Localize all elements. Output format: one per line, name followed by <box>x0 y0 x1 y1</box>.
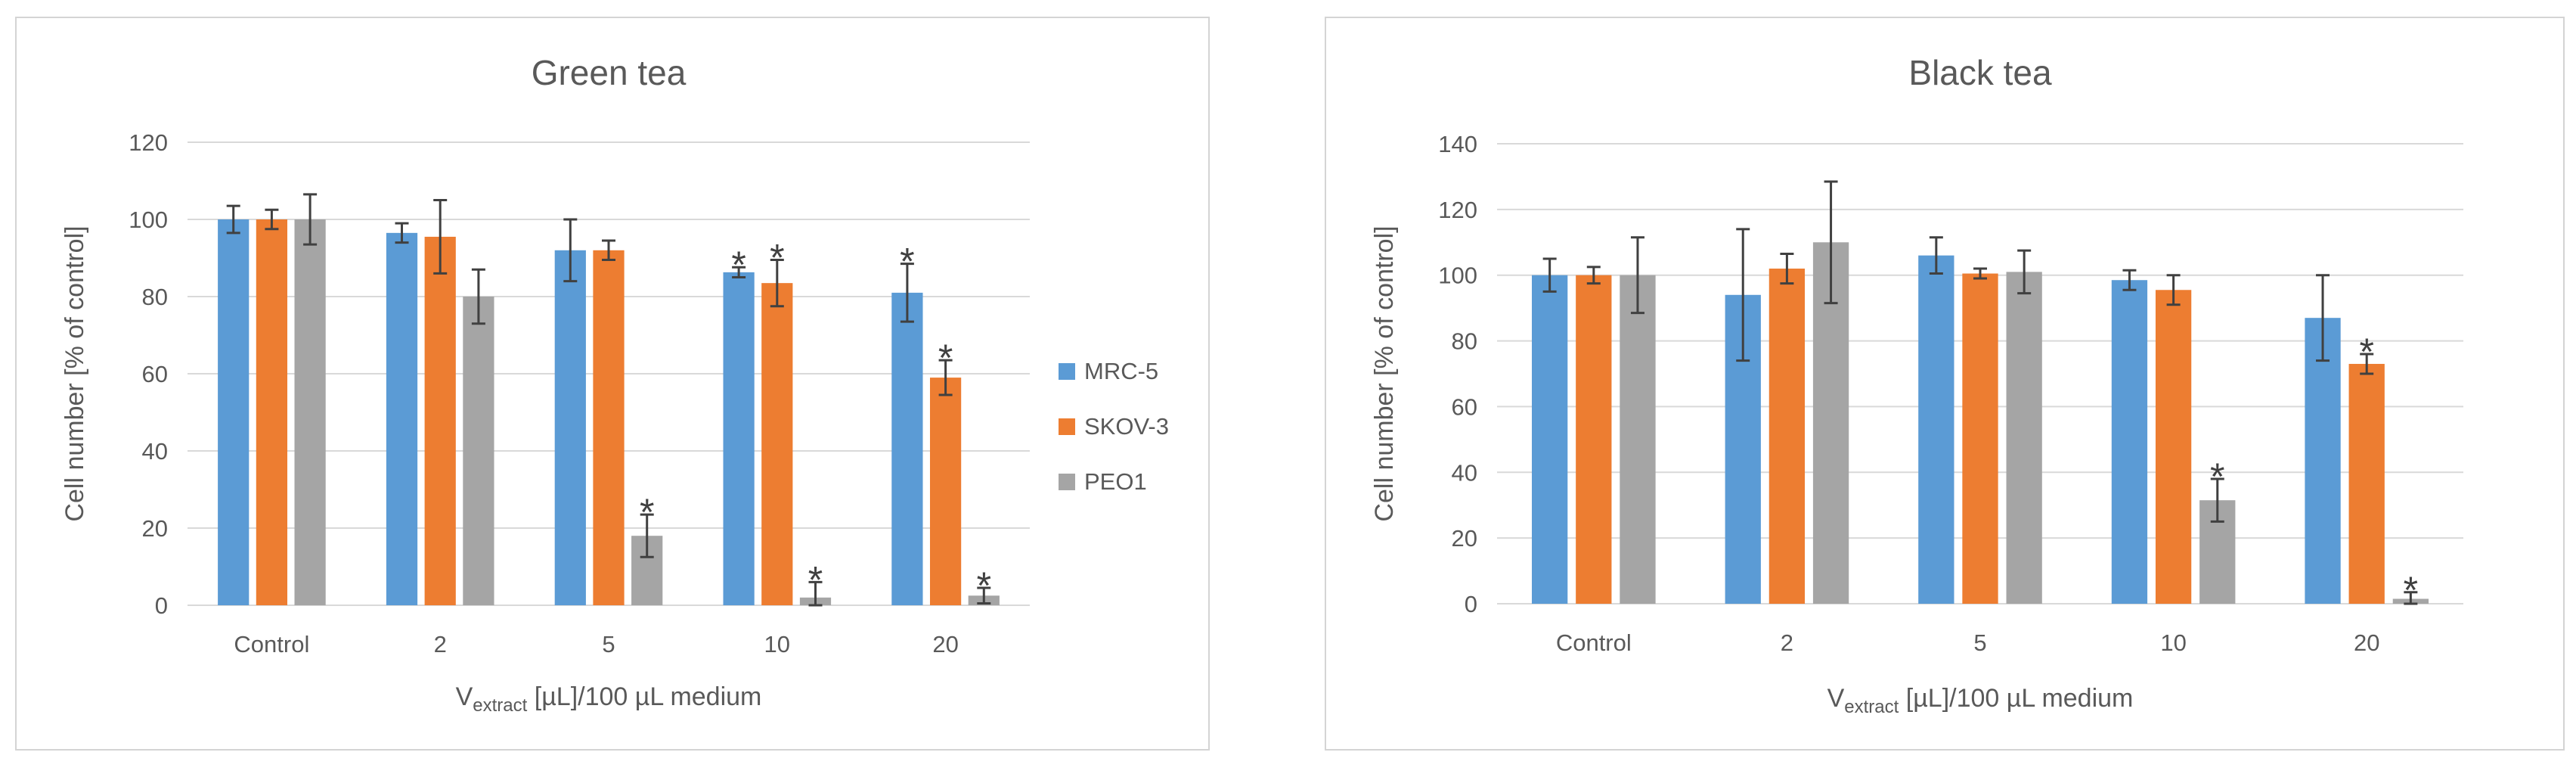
y-tick-label: 100 <box>129 207 168 233</box>
x-tick-label: 2 <box>434 631 447 657</box>
green-tea-chart: Green tea 0 20 40 60 80 100 120 Cell number [% o… <box>60 53 1169 716</box>
chart-title: Green tea <box>532 53 687 92</box>
x-axis-title: Vextract [µL]/100 µL medium <box>1827 684 2134 717</box>
x-axis-title-rest: [µL]/100 µL medium <box>527 682 761 711</box>
significance-star: * <box>770 237 784 279</box>
bar-mrc-5-control <box>1531 275 1568 604</box>
significance-star: * <box>900 241 914 283</box>
bar-skov-3-2 <box>1768 269 1806 604</box>
y-tick-label: 0 <box>1465 591 1477 617</box>
chart-panel-green-tea: Green tea 0 20 40 60 80 100 120 Cell number [% o… <box>15 17 1210 751</box>
bar-mrc-5-5 <box>1918 255 1954 604</box>
bar-skov-3-10 <box>2155 290 2192 604</box>
y-axis-title: Cell number [% of control] <box>60 225 89 521</box>
bar-skov-3-2 <box>424 236 456 605</box>
x-axis-title-main: V <box>456 682 473 711</box>
y-tick-label: 60 <box>142 361 168 387</box>
bar-peo1-2 <box>463 297 494 605</box>
y-tick-label: 20 <box>142 515 168 542</box>
bar-peo1-control <box>1620 275 1656 604</box>
y-tick-label: 40 <box>1452 459 1477 486</box>
bar-peo1-control <box>294 219 326 605</box>
bar-skov-3-control <box>1576 275 1612 604</box>
y-tick-label: 20 <box>1452 525 1477 552</box>
x-axis-title-subscript: extract <box>1844 697 1899 717</box>
legend-swatch-mrc-5 <box>1059 363 1075 380</box>
significance-star: * <box>808 558 823 601</box>
bar-skov-3-5 <box>1962 273 1998 604</box>
significance-star: * <box>2210 455 2224 498</box>
significance-star: * <box>2359 331 2373 373</box>
x-tick-label: 5 <box>1973 629 1986 656</box>
bar-skov-3-20 <box>929 378 962 605</box>
significance-star: * <box>640 491 654 533</box>
y-tick-label: 80 <box>142 284 168 310</box>
legend-swatch-peo1 <box>1059 474 1075 490</box>
bar-mrc-5-10 <box>723 272 755 605</box>
legend-swatch-skov-3 <box>1059 418 1075 435</box>
significance-star: * <box>731 244 746 286</box>
bar-mrc-5-control <box>218 219 250 605</box>
chart-panel-black-tea: Black tea 0 20 40 60 80 100 120 140 Cell number [… <box>1325 17 2565 751</box>
bar-mrc-5-10 <box>2111 280 2148 604</box>
chart-title: Black tea <box>1908 53 2052 92</box>
bar-mrc-5-20 <box>2305 318 2341 604</box>
bar-skov-3-10 <box>761 283 793 605</box>
y-tick-label: 120 <box>129 129 168 156</box>
x-tick-label: Control <box>1556 629 1632 656</box>
bar-skov-3-5 <box>593 250 625 605</box>
significance-star: * <box>977 564 991 607</box>
bar-skov-3-control <box>256 219 288 605</box>
x-tick-label: 20 <box>2354 629 2379 656</box>
x-tick-label: 10 <box>764 631 790 657</box>
y-tick-label: 140 <box>1438 131 1477 157</box>
black-tea-chart: Black tea 0 20 40 60 80 100 120 140 Cell number [… <box>1370 53 2463 717</box>
x-axis-title-subscript: extract <box>473 695 527 716</box>
legend-label-mrc-5: MRC-5 <box>1084 358 1158 384</box>
significance-star: * <box>938 337 953 379</box>
legend-label-skov-3: SKOV-3 <box>1084 413 1169 440</box>
y-tick-label: 0 <box>155 592 168 619</box>
bar-mrc-5-20 <box>891 292 923 605</box>
x-tick-label: 20 <box>932 631 958 657</box>
y-tick-label: 40 <box>142 438 168 465</box>
x-tick-label: 5 <box>602 631 615 657</box>
x-tick-label: 10 <box>2160 629 2186 656</box>
legend-label-peo1: PEO1 <box>1084 468 1147 495</box>
y-tick-label: 80 <box>1452 328 1477 355</box>
bar-skov-3-20 <box>2348 363 2385 604</box>
y-tick-label: 120 <box>1438 197 1477 223</box>
x-tick-label: Control <box>234 631 309 657</box>
significance-star: * <box>2404 569 2418 611</box>
x-axis-title-main: V <box>1827 684 1845 713</box>
y-tick-label: 60 <box>1452 393 1477 420</box>
bar-mrc-5-5 <box>554 250 586 605</box>
y-axis-title: Cell number [% of control] <box>1370 225 1399 521</box>
bar-mrc-5-2 <box>386 232 418 605</box>
x-axis-title-rest: [µL]/100 µL medium <box>1899 684 2133 713</box>
x-tick-label: 2 <box>1781 629 1793 656</box>
x-axis-title: Vextract [µL]/100 µL medium <box>456 682 762 716</box>
bar-peo1-5 <box>2006 272 2042 604</box>
y-tick-label: 100 <box>1438 263 1477 289</box>
